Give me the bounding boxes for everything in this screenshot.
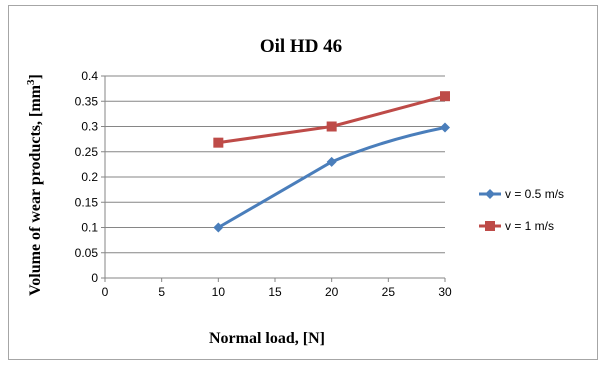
y-tick-label: 0.35 [75,94,99,108]
data-point [326,121,337,132]
y-tick-label: 0 [91,271,98,285]
legend-item: v = 0.5 m/s [479,187,564,201]
x-tick-label: 10 [212,285,226,299]
legend-label: v = 0.5 m/s [505,187,564,201]
legend-label: v = 1 m/s [505,219,554,233]
series-1 [213,122,450,233]
data-point [213,222,224,233]
x-tick-label: 15 [268,285,282,299]
x-tick-label: 25 [382,285,396,299]
y-tick-label: 0.1 [81,221,98,235]
chart-svg: Oil HD 46 00.050.10.150.20.250.30.350.4 … [25,36,564,347]
y-tick-label: 0.2 [81,170,98,184]
gridlines [105,75,445,254]
x-tick-label: 0 [102,285,109,299]
legend-marker [485,221,495,231]
chart-frame: Oil HD 46 0 0.05 0.1 0.15 0.2 0.25 0.3 0.35 0.4 … [8,5,598,360]
data-point [440,91,450,102]
y-tick-labels: 0 0.05 0.1 0.15 0.2 0.25 0.3 0.35 0.4 [75,69,99,285]
y-axis-label-superscript: 3 [25,79,37,85]
y-axis-label-end: ] [27,74,44,79]
series-line [217,126,446,229]
x-tick-label: 20 [325,285,339,299]
x-tick-labels: 0 5 10 15 20 25 30 [102,285,452,299]
x-tick-label: 5 [158,285,165,299]
legend-marker [485,189,495,199]
data-point [213,137,224,148]
y-axis-label-main: Volume of wear products, [mm [27,84,44,295]
y-tick-label: 0.3 [81,120,98,134]
legend-item: v = 1 m/s [479,219,554,233]
y-tick-label: 0.25 [75,145,99,159]
series-group [213,91,450,233]
data-point [440,122,450,133]
y-axis-label: Volume of wear products, [mm3] [25,74,44,296]
axes [101,75,446,282]
data-point [326,156,337,167]
chart-title: Oil HD 46 [260,36,342,57]
x-axis-label: Normal load, [N] [209,330,325,347]
y-tick-label: 0.05 [75,246,99,260]
series-2 [213,91,450,148]
y-tick-label: 0.15 [75,195,99,209]
x-tick-label: 30 [438,285,452,299]
legend: v = 0.5 m/s v = 1 m/s [479,187,564,233]
y-tick-label: 0.4 [81,69,98,83]
